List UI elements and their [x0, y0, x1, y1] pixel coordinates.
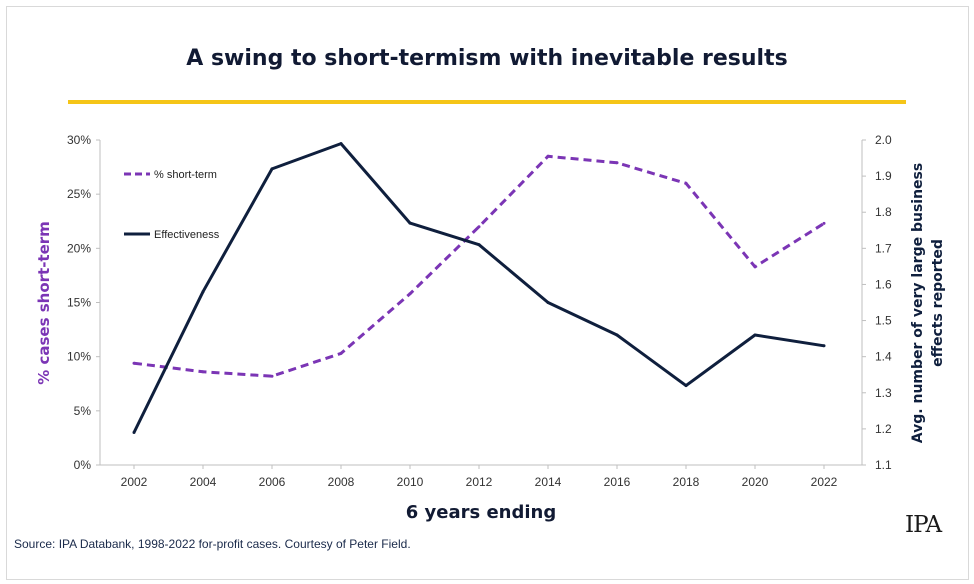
data-point [339, 351, 343, 355]
data-point [684, 181, 688, 185]
left-tick-label: 25% [67, 187, 91, 201]
right-tick-label: 1.2 [875, 422, 892, 436]
ipa-logo: IPA [905, 512, 942, 538]
data-point [546, 301, 550, 304]
data-point [822, 221, 826, 225]
left-tick-label: 5% [74, 404, 92, 418]
x-tick-label: 2014 [535, 475, 562, 489]
data-point [270, 167, 274, 171]
x-tick-label: 2016 [604, 475, 631, 489]
x-tick-label: 2008 [328, 475, 355, 489]
data-point [408, 221, 412, 225]
x-tick-label: 2018 [673, 475, 700, 489]
left-tick-label: 0% [74, 458, 92, 472]
x-tick-label: 2002 [121, 475, 148, 489]
right-axis-title-line-1: Avg. number of very large business [910, 163, 926, 443]
right-tick-label: 1.6 [875, 277, 892, 291]
right-tick-label: 2.0 [875, 133, 892, 147]
left-tick-label: 10% [67, 350, 91, 364]
data-point [615, 161, 619, 165]
data-point [270, 374, 274, 378]
data-point [684, 384, 688, 388]
data-point [477, 243, 481, 247]
data-point [615, 333, 619, 337]
x-tick-label: 2012 [466, 475, 493, 489]
legend-label: % short-term [154, 169, 217, 181]
data-point [201, 370, 205, 374]
x-tick-label: 2022 [811, 475, 838, 489]
legend-label: Effectiveness [154, 229, 220, 241]
right-tick-label: 1.1 [875, 458, 892, 472]
data-point [477, 225, 481, 229]
data-point [132, 361, 136, 365]
x-tick-label: 2020 [742, 475, 769, 489]
data-point [132, 431, 136, 434]
right-tick-label: 1.3 [875, 386, 892, 400]
title-accent-bar [68, 100, 906, 104]
data-point [753, 333, 757, 337]
x-tick-label: 2004 [190, 475, 217, 489]
left-tick-label: 15% [67, 296, 91, 310]
data-point [753, 265, 757, 269]
data-point [822, 344, 826, 348]
left-axis-title: % cases short-term [35, 221, 53, 385]
chart-title: A swing to short-termism with inevitable… [186, 46, 788, 71]
left-tick-label: 30% [67, 133, 91, 147]
data-point [546, 154, 550, 158]
left-tick-label: 20% [67, 241, 91, 255]
data-point [408, 292, 412, 296]
series-line-short-term [133, 154, 825, 378]
right-tick-label: 1.5 [875, 314, 892, 328]
x-axis-title: 6 years ending [406, 502, 557, 523]
right-tick-label: 1.7 [875, 241, 892, 255]
right-tick-label: 1.8 [875, 205, 892, 219]
right-tick-label: 1.9 [875, 169, 892, 183]
data-point [339, 142, 343, 146]
x-tick-label: 2006 [259, 475, 286, 489]
right-axis-title-line-2: effects reported [930, 239, 946, 367]
source-note: Source: IPA Databank, 1998-2022 for-prof… [14, 537, 411, 551]
x-tick-label: 2010 [397, 475, 424, 489]
series-line-effectiveness [132, 142, 825, 434]
right-tick-label: 1.4 [875, 350, 892, 364]
data-point [201, 290, 205, 294]
